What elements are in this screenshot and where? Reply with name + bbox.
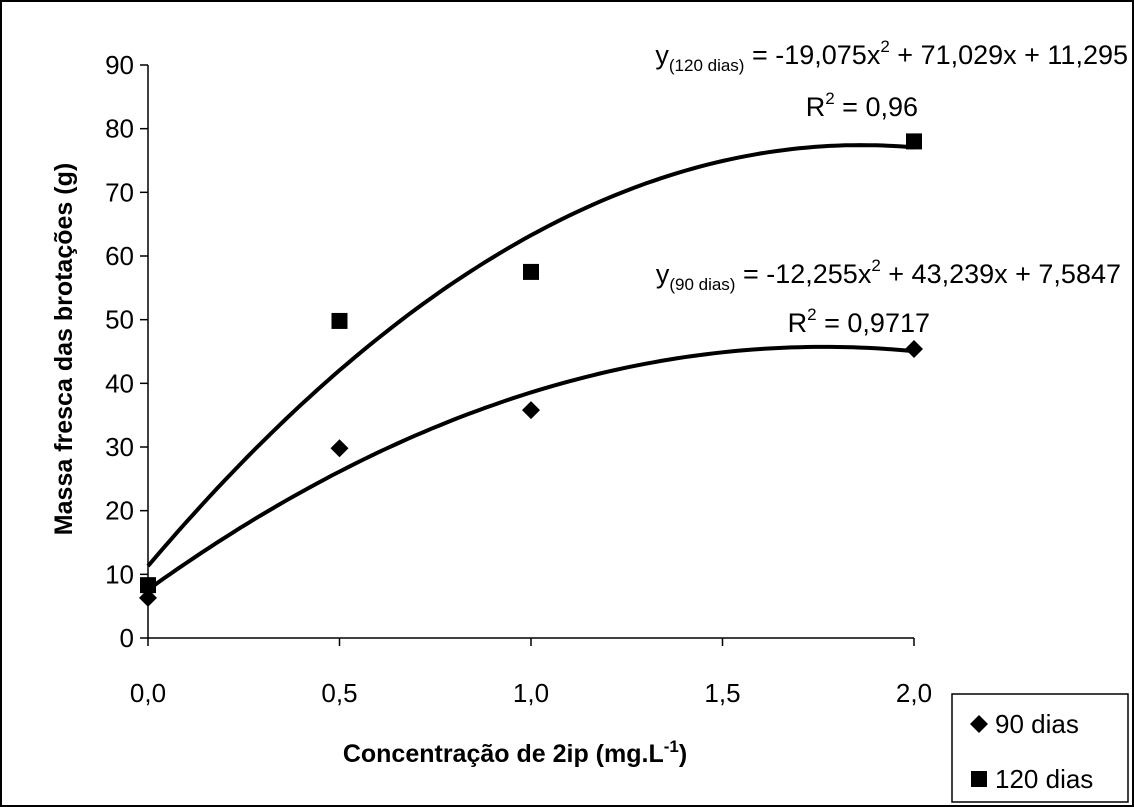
equation-120-dias: y(120 dias) = -19,075x2 + 71,029x + 11,2…	[655, 37, 1128, 75]
trendline-120-dias	[148, 145, 914, 566]
trendlines	[148, 145, 914, 590]
y-axis-title: Massa fresca das brotações (g)	[50, 163, 78, 535]
x-tick-label: 1,0	[513, 678, 549, 708]
data-points	[139, 133, 923, 606]
y-tick-label: 0	[120, 623, 134, 653]
x-tick-label: 0,0	[130, 678, 166, 708]
r2-90-dias: R2 = 0,9717	[788, 305, 930, 338]
x-tick-label: 0,5	[321, 678, 357, 708]
y-tick-label: 90	[105, 50, 134, 80]
y-ticks: 0 10 20 30 40 50 60 70 80 90	[105, 50, 148, 653]
equation-120-subscript: (120 dias)	[669, 56, 745, 75]
y-tick-label: 70	[105, 177, 134, 207]
equation-120-rhs-start: = -19,075x	[744, 40, 880, 70]
y-tick-label: 40	[105, 368, 134, 398]
r2-90-power: 2	[807, 305, 816, 324]
x-axis-title-close: )	[679, 740, 687, 768]
data-point-square	[332, 313, 348, 329]
y-tick-label: 50	[105, 305, 134, 335]
legend-label-120-dias: 120 dias	[995, 764, 1093, 794]
equation-90-rhs-start: = -12,255x	[735, 259, 871, 289]
equation-120-power: 2	[880, 37, 889, 56]
trendline-90-dias	[148, 347, 914, 590]
r2-120-label: R	[806, 92, 826, 122]
axes	[148, 65, 914, 638]
equation-90-dias: y(90 dias) = -12,255x2 + 43,239x + 7,584…	[656, 256, 1121, 294]
equation-120-rhs-end: + 71,029x + 11,295	[890, 40, 1128, 70]
r2-90-label: R	[788, 308, 808, 338]
data-point-diamond	[522, 401, 540, 419]
y-tick-label: 10	[105, 559, 134, 589]
r2-90-value: = 0,9717	[817, 308, 930, 338]
x-axis-title: Concentração de 2ip (mg.L-1)	[343, 737, 687, 768]
x-axis-title-main: Concentração de 2ip (mg.L	[343, 740, 664, 768]
x-tick-label: 2,0	[896, 678, 932, 708]
r2-120-value: = 0,96	[835, 92, 918, 122]
x-axis-title-superscript: -1	[664, 737, 679, 756]
data-point-diamond	[331, 439, 349, 457]
y-tick-label: 80	[105, 114, 134, 144]
equation-90-rhs-end: + 43,239x + 7,5847	[881, 259, 1121, 289]
y-tick-label: 30	[105, 432, 134, 462]
r2-120-dias: R2 = 0,96	[806, 89, 918, 122]
r2-120-power: 2	[825, 89, 834, 108]
data-point-square	[523, 264, 539, 280]
legend-square-icon	[971, 771, 987, 787]
data-point-square	[906, 133, 922, 149]
x-ticks: 0,0 0,5 1,0 1,5 2,0	[130, 638, 932, 708]
equation-90-power: 2	[871, 256, 880, 275]
legend-label-90-dias: 90 dias	[995, 709, 1079, 739]
x-tick-label: 1,5	[704, 678, 740, 708]
data-point-diamond	[905, 340, 923, 358]
equation-90-subscript: (90 dias)	[669, 275, 735, 294]
legend: 90 dias 120 dias	[952, 694, 1128, 802]
y-tick-label: 20	[105, 496, 134, 526]
equation-120-y: y	[655, 40, 669, 70]
equation-90-y: y	[656, 259, 670, 289]
data-point-square	[140, 577, 156, 593]
y-tick-label: 60	[105, 241, 134, 271]
